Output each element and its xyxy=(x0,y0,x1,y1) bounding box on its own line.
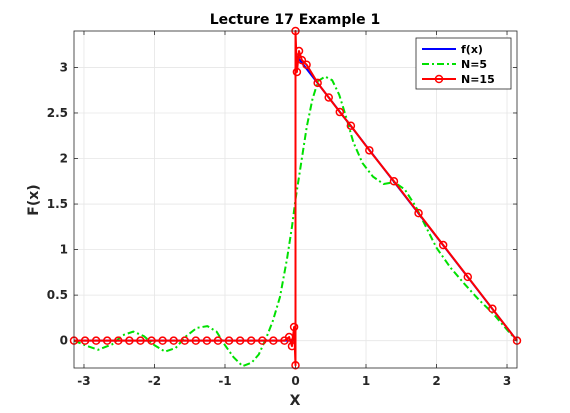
legend-label-n15: N=15 xyxy=(461,73,495,86)
data-point-n15 xyxy=(80,336,90,345)
data-point-n15 xyxy=(313,78,322,88)
y-tick-label: 1.5 xyxy=(47,197,68,211)
data-point-n15 xyxy=(438,240,448,250)
y-tick-label: 2.5 xyxy=(47,106,68,120)
y-tick-label: 0.5 xyxy=(47,288,68,302)
legend-box xyxy=(415,37,512,90)
data-point-n15 xyxy=(191,336,201,345)
data-point-n15 xyxy=(258,336,267,345)
data-point-n15 xyxy=(302,60,311,69)
data-point-n15 xyxy=(287,341,297,351)
data-point-n15 xyxy=(292,67,302,77)
y-tick-label: 1 xyxy=(60,243,68,257)
chart-title: Lecture 17 Example 1 xyxy=(210,12,381,28)
data-point-n15 xyxy=(169,336,178,345)
legend-marker-n15 xyxy=(434,74,444,84)
data-point-n15 xyxy=(389,177,399,186)
data-point-n15 xyxy=(180,336,189,345)
y-tick-label: 3 xyxy=(60,60,68,74)
x-tick-label: -2 xyxy=(148,374,161,388)
data-point-n15 xyxy=(202,336,212,345)
data-point-n15 xyxy=(147,336,156,345)
data-point-n15 xyxy=(365,146,374,155)
y-tick-label: 2 xyxy=(60,152,68,166)
data-point-n15 xyxy=(346,121,356,130)
x-tick-label: -3 xyxy=(77,374,90,388)
data-point-n15 xyxy=(102,336,112,345)
data-point-n15 xyxy=(158,336,167,345)
data-point-n15 xyxy=(335,107,345,117)
data-point-n15 xyxy=(125,336,134,345)
x-tick-label: 3 xyxy=(503,374,511,388)
legend-label-n5: N=5 xyxy=(461,58,487,71)
data-point-n15 xyxy=(324,93,333,102)
x-tick-label: 2 xyxy=(432,374,440,388)
data-point-n15 xyxy=(136,336,145,345)
y-tick-label: 0 xyxy=(60,334,68,348)
legend-label-fx: f(x) xyxy=(461,43,483,56)
x-tick-label: 1 xyxy=(362,374,370,388)
data-point-n15 xyxy=(463,272,473,282)
data-point-n15 xyxy=(224,336,234,345)
legend: f(x) N=5 N=15 xyxy=(415,37,512,90)
data-point-n15 xyxy=(213,336,223,345)
data-point-n15 xyxy=(235,336,245,345)
x-tick-label: 0 xyxy=(291,374,299,388)
data-point-n15 xyxy=(488,304,497,314)
x-tick-label: -1 xyxy=(218,374,231,388)
data-point-n15 xyxy=(91,336,101,345)
data-point-n15 xyxy=(246,336,256,345)
data-point-n15 xyxy=(289,322,299,332)
data-point-n15 xyxy=(284,332,294,342)
data-point-n15 xyxy=(269,336,278,345)
axes-box xyxy=(73,30,518,369)
data-point-n15 xyxy=(114,336,123,345)
data-point-n15 xyxy=(291,361,300,370)
x-axis-label: X xyxy=(290,393,301,409)
tick-labels: -3 -2 -1 0 1 2 3 0 0.5 1 1.5 2 2.5 3 xyxy=(47,60,511,388)
data-point-n15 xyxy=(294,46,304,56)
data-point-n15 xyxy=(414,208,423,218)
ticks xyxy=(74,31,517,368)
data-point-n15 xyxy=(297,55,307,65)
y-axis-label: F(x) xyxy=(26,184,42,215)
